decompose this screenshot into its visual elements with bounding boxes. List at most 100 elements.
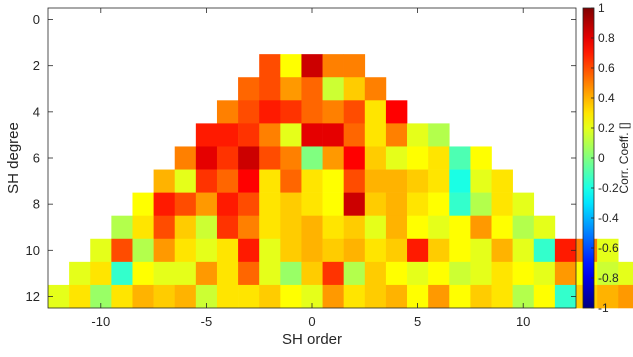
colorbar-tick-label: -0.2 xyxy=(598,181,619,195)
heatmap-cell xyxy=(449,238,471,263)
heatmap-cell xyxy=(533,261,556,286)
heatmap-cell xyxy=(491,215,513,240)
heatmap-cell xyxy=(364,215,387,240)
y-tick-label: 8 xyxy=(33,197,40,212)
heatmap-cell xyxy=(322,123,344,147)
heatmap-cell xyxy=(343,261,366,286)
heatmap-cell xyxy=(216,238,239,263)
heatmap-cell xyxy=(491,169,513,193)
heatmap-cell xyxy=(343,238,366,263)
heatmap-cell xyxy=(385,146,408,170)
y-tick-label: 0 xyxy=(33,12,40,27)
heatmap-cell xyxy=(343,192,366,216)
colorbar-tick-label: -0.4 xyxy=(598,211,619,225)
heatmap-cell xyxy=(216,146,239,170)
heatmap-cell xyxy=(259,54,281,78)
y-tick-label: 6 xyxy=(33,151,40,166)
heatmap-cell xyxy=(174,169,197,193)
y-tick-label: 12 xyxy=(26,289,40,304)
heatmap-cell xyxy=(132,215,154,240)
heatmap-cell xyxy=(512,284,535,309)
heatmap-cell xyxy=(216,123,239,147)
x-tick-label: 10 xyxy=(516,314,530,329)
colorbar-tick-label: 0.2 xyxy=(598,121,615,135)
colorbar-tick-label: 0.8 xyxy=(598,31,615,45)
heatmap-cell xyxy=(195,284,218,309)
heatmap-cell xyxy=(428,284,450,309)
heatmap-cell xyxy=(343,215,366,240)
heatmap-cell xyxy=(216,169,239,193)
heatmap-cell xyxy=(385,261,408,286)
heatmap-cell xyxy=(174,215,197,240)
heatmap-cell xyxy=(111,261,133,286)
heatmap-cell xyxy=(322,54,344,78)
heatmap-cell xyxy=(428,215,450,240)
heatmap-cell xyxy=(238,261,260,286)
heatmap-cell xyxy=(195,238,218,263)
heatmap-cell xyxy=(554,284,577,309)
heatmap-cell xyxy=(48,284,70,309)
heatmap-cell xyxy=(385,169,408,193)
heatmap-cell xyxy=(195,123,218,147)
heatmap-cell xyxy=(385,192,408,216)
heatmap-cell xyxy=(343,54,366,78)
heatmap-cell xyxy=(259,77,281,101)
x-tick-label: -10 xyxy=(91,314,110,329)
heatmap-cell xyxy=(280,100,302,124)
heatmap-cell xyxy=(259,169,281,193)
heatmap-cell xyxy=(364,238,387,263)
heatmap-cell xyxy=(322,192,344,216)
heatmap-cell xyxy=(132,192,154,216)
heatmap-cell xyxy=(132,284,154,309)
heatmap-cell xyxy=(470,169,492,193)
heatmap-cell xyxy=(259,284,281,309)
heatmap-cell xyxy=(428,123,450,147)
heatmap-cell xyxy=(69,261,91,286)
heatmap-cell xyxy=(301,146,323,170)
heatmap-cell xyxy=(280,215,302,240)
heatmap-cell xyxy=(301,261,323,286)
heatmap-cell xyxy=(174,284,197,309)
heatmap-cell xyxy=(364,169,387,193)
heatmap-cell xyxy=(385,215,408,240)
heatmap-cell xyxy=(174,238,197,263)
heatmap-cell xyxy=(90,284,112,309)
heatmap-cell xyxy=(449,146,471,170)
heatmap-cell xyxy=(407,123,429,147)
heatmap-cell xyxy=(470,192,492,216)
heatmap-cell xyxy=(132,261,154,286)
heatmap-cell xyxy=(428,261,450,286)
heatmap-cell xyxy=(216,100,239,124)
heatmap-cell xyxy=(618,284,633,309)
heatmap-cell xyxy=(449,261,471,286)
heatmap-cell xyxy=(470,146,492,170)
heatmap-cell xyxy=(174,192,197,216)
heatmap-cell xyxy=(111,215,133,240)
heatmap-cell xyxy=(322,284,344,309)
heatmap-cell xyxy=(343,284,366,309)
colorbar-tick-label: 1 xyxy=(598,1,605,15)
heatmap-cell xyxy=(153,192,176,216)
x-axis-label: SH order xyxy=(282,331,342,348)
heatmap-cell xyxy=(216,192,239,216)
heatmap-cell xyxy=(259,100,281,124)
heatmap-cell xyxy=(238,284,260,309)
heatmap-cell xyxy=(491,238,513,263)
heatmap-cell xyxy=(533,284,556,309)
heatmap-cell xyxy=(153,284,176,309)
heatmap-cell xyxy=(407,169,429,193)
heatmap-cell xyxy=(216,215,239,240)
heatmap-cell xyxy=(153,261,176,286)
heatmap-cell xyxy=(90,238,112,263)
heatmap-cell xyxy=(301,192,323,216)
heatmap-cell xyxy=(301,100,323,124)
heatmap-cell xyxy=(491,284,513,309)
heatmap-cell xyxy=(174,261,197,286)
heatmap-cell xyxy=(301,238,323,263)
heatmap-cells xyxy=(48,54,633,309)
heatmap-cell xyxy=(259,261,281,286)
heatmap-cell xyxy=(364,123,387,147)
y-tick-label: 2 xyxy=(33,58,40,73)
heatmap-cell xyxy=(512,261,535,286)
